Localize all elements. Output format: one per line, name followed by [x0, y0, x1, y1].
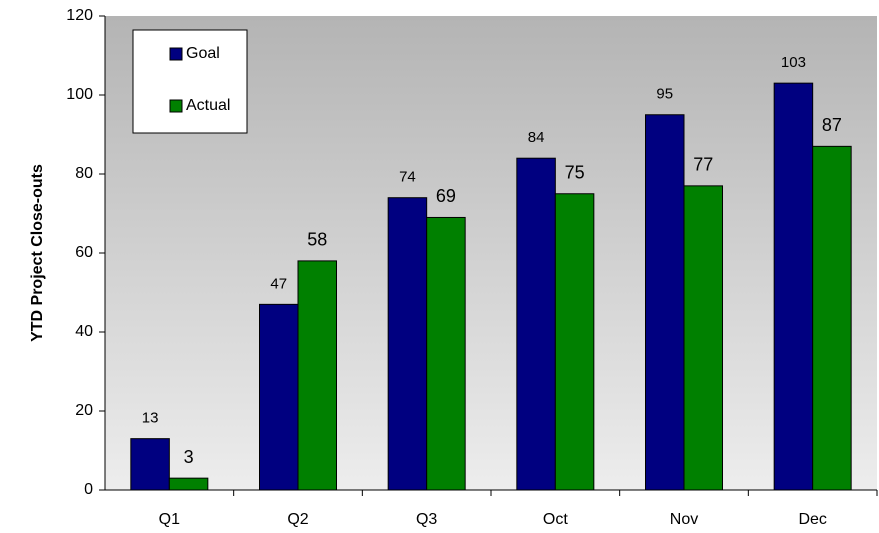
y-tick-label: 0	[84, 481, 93, 498]
x-tick-label: Dec	[798, 511, 826, 528]
bar	[168, 477, 209, 491]
bar	[387, 197, 428, 491]
data-label: 77	[693, 155, 713, 175]
x-tick-label: Q2	[287, 511, 308, 528]
data-label: 13	[142, 410, 159, 427]
data-label: 74	[399, 169, 416, 186]
bar	[554, 193, 595, 491]
legend-box	[132, 29, 248, 134]
x-tick-label: Nov	[670, 511, 698, 528]
legend-label: Goal	[186, 45, 220, 62]
data-label: 103	[781, 54, 806, 71]
bar	[812, 145, 852, 491]
data-label: 3	[184, 447, 194, 467]
y-tick-label: 20	[75, 402, 93, 419]
legend-swatch	[169, 99, 183, 113]
bar	[426, 216, 466, 491]
bar	[259, 303, 299, 491]
x-tick-label: Oct	[543, 511, 568, 528]
y-tick-label: 100	[66, 86, 93, 103]
data-label: 75	[565, 163, 585, 183]
bar	[516, 157, 556, 491]
y-tick-label: 80	[75, 165, 93, 182]
x-tick-label: Q3	[416, 511, 437, 528]
bar	[645, 114, 685, 491]
bar	[683, 185, 723, 491]
data-label: 47	[270, 275, 287, 292]
data-label: 87	[822, 115, 842, 135]
bar	[773, 82, 814, 491]
data-label: 84	[528, 129, 545, 146]
data-label: 95	[656, 86, 673, 103]
y-tick-label: 60	[75, 244, 93, 261]
bar	[297, 260, 337, 491]
legend-label: Actual	[186, 97, 230, 114]
data-label: 69	[436, 186, 456, 206]
bar	[130, 438, 170, 491]
x-tick-label: Q1	[159, 511, 180, 528]
data-label: 58	[307, 230, 327, 250]
y-tick-label: 120	[66, 7, 93, 24]
y-axis-label: YTD Project Close-outs	[29, 164, 46, 342]
legend-swatch	[169, 47, 183, 61]
y-tick-label: 40	[75, 323, 93, 340]
